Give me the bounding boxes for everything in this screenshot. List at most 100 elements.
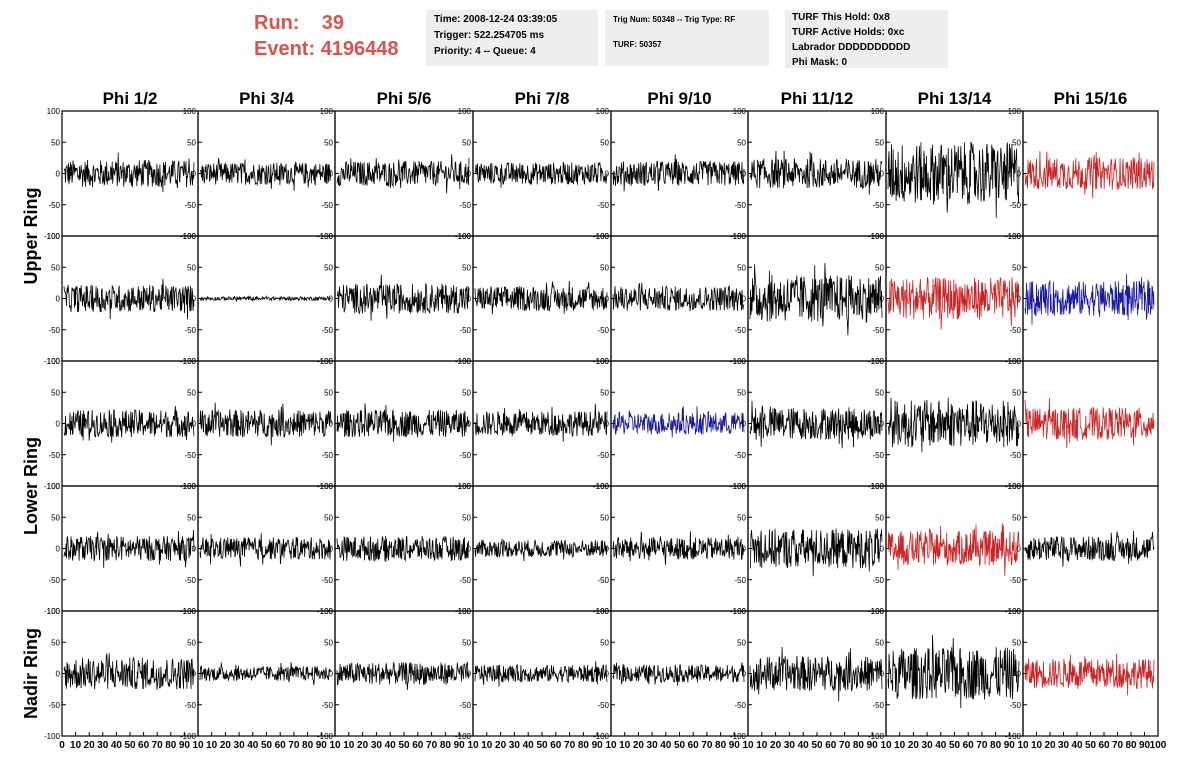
y-tick-label: -100: [455, 732, 472, 741]
x-tick-label: 80: [990, 740, 1002, 751]
waveform-trace: [612, 154, 745, 192]
waveform-trace: [749, 646, 883, 702]
y-tick-label: 0: [1017, 170, 1022, 179]
y-tick-label: -50: [48, 326, 60, 335]
y-tick-label: 0: [467, 420, 472, 429]
y-tick-label: 100: [596, 232, 610, 241]
y-tick-label: 50: [187, 388, 196, 397]
y-tick-label: 100: [871, 607, 885, 616]
x-tick-label: 10: [343, 740, 355, 751]
y-tick-label: 100: [733, 607, 747, 616]
y-tick-label: 100: [47, 232, 61, 241]
y-tick-label: 0: [880, 420, 885, 429]
x-tick-label: 10: [1017, 740, 1029, 751]
y-tick-label: 50: [187, 263, 196, 272]
y-tick-label: -100: [44, 357, 61, 366]
x-tick-label: 70: [1112, 740, 1124, 751]
y-tick-label: 0: [742, 420, 747, 429]
priority-text: Priority: 4 -- Queue: 4: [434, 46, 536, 57]
y-tick-label: 50: [737, 638, 746, 647]
x-tick-label: 60: [138, 740, 150, 751]
x-tick-label: 20: [220, 740, 232, 751]
waveform-trace: [474, 538, 608, 562]
y-tick-label: -50: [48, 451, 60, 460]
x-tick-label: 40: [385, 740, 397, 751]
column-title: Phi 7/8: [515, 89, 570, 108]
y-tick-label: -50: [321, 201, 333, 210]
y-tick-label: 100: [458, 232, 472, 241]
y-tick-label: 100: [47, 482, 61, 491]
y-tick-label: 50: [600, 638, 609, 647]
turf-hold-text: TURF This Hold: 0x8: [792, 12, 890, 23]
y-tick-label: -50: [734, 326, 746, 335]
y-tick-label: 100: [871, 357, 885, 366]
y-tick-label: 100: [596, 107, 610, 116]
y-tick-label: -50: [184, 326, 196, 335]
waveform-trace: [199, 158, 332, 191]
waveform-trace: [199, 662, 332, 686]
time-text: Time: 2008-12-24 03:39:05: [434, 14, 558, 25]
y-tick-label: 0: [605, 670, 610, 679]
y-tick-label: 0: [1017, 670, 1022, 679]
y-tick-label: 0: [605, 295, 610, 304]
y-tick-label: 0: [192, 420, 197, 429]
column-title: Phi 15/16: [1054, 89, 1128, 108]
waveform-trace: [888, 397, 1020, 453]
y-tick-label: -50: [1009, 701, 1021, 710]
y-tick-label: 100: [733, 232, 747, 241]
y-tick-label: 50: [187, 138, 196, 147]
waveform-trace: [336, 403, 470, 442]
y-tick-label: 0: [192, 170, 197, 179]
y-tick-label: 0: [467, 545, 472, 554]
waveform-trace: [63, 152, 195, 193]
y-tick-label: 50: [324, 388, 333, 397]
x-tick-label: 20: [357, 740, 369, 751]
y-tick-label: 50: [51, 638, 60, 647]
run-label: Run:: [254, 12, 300, 34]
y-tick-label: 100: [871, 232, 885, 241]
x-tick-label: 10: [894, 740, 906, 751]
y-tick-label: -50: [459, 201, 471, 210]
x-tick-label: 10: [619, 740, 631, 751]
y-tick-label: 100: [458, 482, 472, 491]
x-tick-label: 10: [1031, 740, 1043, 751]
x-tick-label: 40: [247, 740, 259, 751]
y-tick-label: 100: [183, 107, 197, 116]
y-tick-label: 100: [47, 107, 61, 116]
y-tick-label: -100: [44, 732, 61, 741]
panel-frame: [61, 235, 199, 362]
x-tick-label: 50: [536, 740, 548, 751]
waveform-trace: [887, 277, 1020, 330]
waveform-trace: [63, 278, 195, 320]
x-tick-label: 60: [412, 740, 424, 751]
y-tick-label: 50: [324, 263, 333, 272]
y-tick-label: 0: [329, 420, 334, 429]
y-tick-label: -100: [730, 732, 747, 741]
y-tick-label: -50: [184, 201, 196, 210]
waveform-trace: [63, 653, 195, 690]
y-tick-label: 0: [56, 420, 61, 429]
phi-mask-text: Phi Mask: 0: [792, 57, 848, 68]
y-tick-label: 0: [192, 670, 197, 679]
y-tick-label: 0: [329, 295, 334, 304]
x-tick-label: 60: [275, 740, 287, 751]
y-tick-label: 50: [51, 513, 60, 522]
x-tick-label: 90: [316, 740, 328, 751]
y-tick-label: -50: [597, 576, 609, 585]
y-tick-label: 0: [1017, 545, 1022, 554]
y-tick-label: -100: [1005, 732, 1022, 741]
y-tick-label: -100: [868, 732, 885, 741]
x-tick-label: 20: [633, 740, 645, 751]
trig-num-text: Trig Num: 50348 -- Trig Type: RF: [613, 15, 736, 24]
x-tick-label: 60: [825, 740, 837, 751]
y-tick-label: 0: [467, 170, 472, 179]
waveform-trace: [474, 161, 608, 188]
y-tick-label: 50: [875, 263, 884, 272]
waveform-trace: [336, 662, 470, 691]
y-tick-label: -100: [593, 732, 610, 741]
y-tick-label: 100: [871, 482, 885, 491]
y-tick-label: 50: [51, 263, 60, 272]
x-tick-label: 40: [935, 740, 947, 751]
y-tick-label: 0: [56, 295, 61, 304]
y-tick-label: 50: [600, 138, 609, 147]
